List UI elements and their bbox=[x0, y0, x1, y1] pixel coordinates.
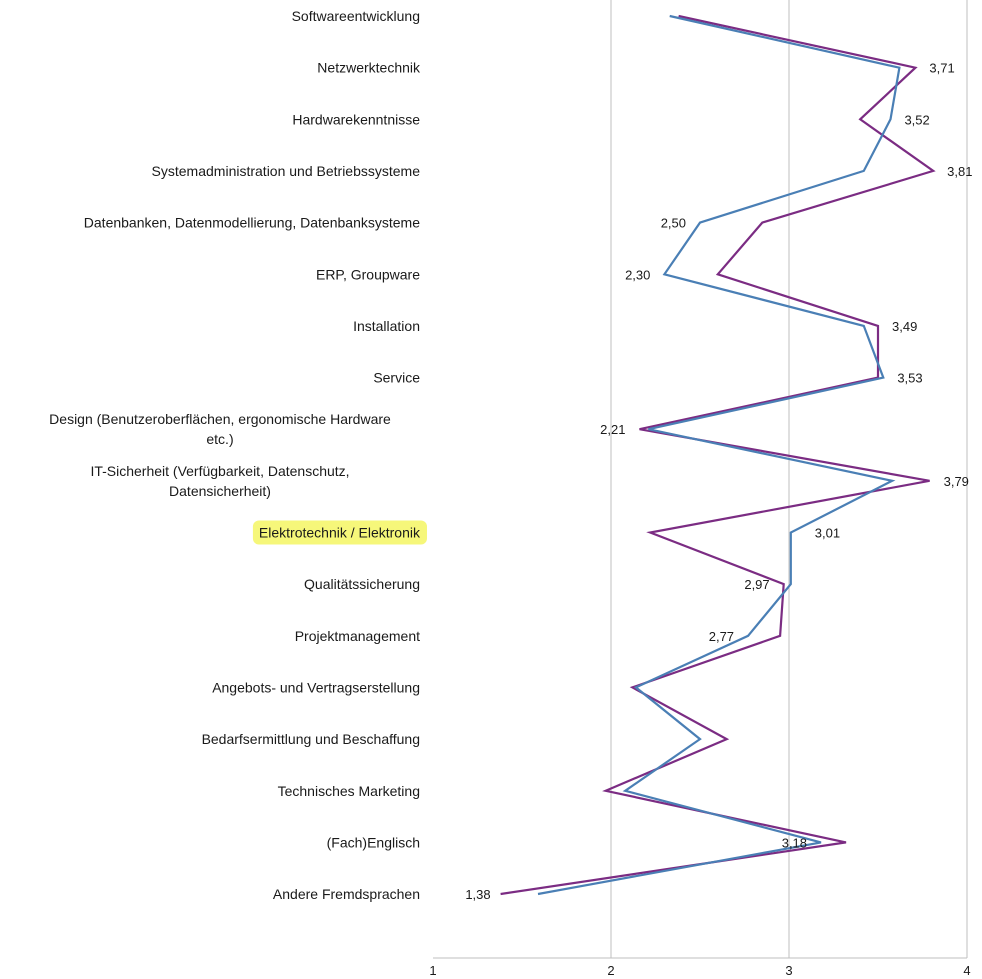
category-label-line: Andere Fremdsprachen bbox=[273, 886, 420, 902]
data-label: 2,77 bbox=[709, 629, 734, 644]
data-label-layer: 3,71 3,52 3,81 2,50 2,30 3,49 3,53 2,21 3,79 3,01… bbox=[465, 61, 972, 902]
category-label-line: Installation bbox=[353, 318, 420, 334]
category-label-line: (Fach)Englisch bbox=[327, 834, 420, 850]
highlight-layer bbox=[252, 520, 427, 545]
data-label: 3,18 bbox=[782, 835, 807, 850]
category-label-line: Qualitätssicherung bbox=[304, 576, 420, 592]
data-label: 2,97 bbox=[744, 577, 769, 592]
category-label: Installation bbox=[353, 318, 420, 334]
category-label: Angebots- und Vertragserstellung bbox=[212, 679, 420, 695]
category-label: Netzwerktechnik bbox=[317, 60, 421, 76]
data-label: 3,49 bbox=[892, 319, 917, 334]
category-label: Softwareentwicklung bbox=[292, 8, 420, 24]
series-line-2 bbox=[537, 14, 901, 896]
data-label: 3,81 bbox=[947, 164, 972, 179]
category-highlight bbox=[252, 520, 427, 545]
category-label-line: Service bbox=[373, 370, 420, 386]
category-label: IT-Sicherheit (Verfügbarkeit, Datenschut… bbox=[90, 463, 349, 499]
category-label: Datenbanken, Datenmodellierung, Datenban… bbox=[84, 215, 420, 231]
x-tick-label-4: 4 bbox=[963, 963, 970, 978]
x-tick-label-3: 3 bbox=[785, 963, 792, 978]
tick-label-layer: 1 2 3 4 bbox=[429, 963, 970, 978]
data-label: 2,50 bbox=[661, 216, 686, 231]
category-label: Hardwarekenntnisse bbox=[292, 111, 420, 127]
category-label-line: Design (Benutzeroberflächen, ergonomisch… bbox=[49, 411, 391, 427]
category-label-line: Netzwerktechnik bbox=[317, 60, 421, 76]
category-label-line: IT-Sicherheit (Verfügbarkeit, Datenschut… bbox=[90, 463, 349, 479]
category-label: Bedarfsermittlung und Beschaffung bbox=[202, 731, 420, 747]
category-label-line: Projektmanagement bbox=[295, 628, 420, 644]
series-line-1 bbox=[500, 14, 936, 896]
data-label: 3,71 bbox=[929, 61, 954, 76]
data-label: 3,53 bbox=[897, 371, 922, 386]
category-label: Projektmanagement bbox=[295, 628, 420, 644]
category-label-line: Bedarfsermittlung und Beschaffung bbox=[202, 731, 420, 747]
grid-layer bbox=[433, 0, 968, 959]
data-label: 3,52 bbox=[904, 112, 929, 127]
series-layer bbox=[500, 14, 936, 896]
category-label: Technisches Marketing bbox=[278, 783, 420, 799]
category-label-line: Datensicherheit) bbox=[169, 483, 271, 499]
category-label: ERP, Groupware bbox=[316, 266, 420, 282]
category-label-layer: Softwareentwicklung Netzwerktechnik Hardwa… bbox=[49, 8, 421, 902]
category-label: Andere Fremdsprachen bbox=[273, 886, 420, 902]
category-label-line: Angebots- und Vertragserstellung bbox=[212, 679, 420, 695]
category-label: Service bbox=[373, 370, 420, 386]
category-label-line: ERP, Groupware bbox=[316, 266, 420, 282]
category-label: (Fach)Englisch bbox=[327, 834, 420, 850]
data-label: 3,79 bbox=[944, 474, 969, 489]
category-label: Qualitätssicherung bbox=[304, 576, 420, 592]
category-label: Elektrotechnik / Elektronik bbox=[259, 525, 421, 541]
x-tick-label-1: 1 bbox=[429, 963, 436, 978]
category-label-line: Hardwarekenntnisse bbox=[292, 111, 420, 127]
category-label-line: Datenbanken, Datenmodellierung, Datenban… bbox=[84, 215, 420, 231]
data-label: 2,21 bbox=[600, 422, 625, 437]
data-label: 1,38 bbox=[465, 887, 490, 902]
category-label-line: Systemadministration und Betriebssysteme bbox=[152, 163, 421, 179]
category-label: Design (Benutzeroberflächen, ergonomisch… bbox=[49, 411, 391, 447]
data-label: 2,30 bbox=[625, 267, 650, 282]
category-label: Systemadministration und Betriebssysteme bbox=[152, 163, 421, 179]
category-label-line: Technisches Marketing bbox=[278, 783, 420, 799]
x-tick-label-2: 2 bbox=[607, 963, 614, 978]
data-label: 3,01 bbox=[815, 526, 840, 541]
category-label-line: Softwareentwicklung bbox=[292, 8, 420, 24]
category-label-line: Elektrotechnik / Elektronik bbox=[259, 525, 421, 541]
category-label-line: etc.) bbox=[206, 431, 233, 447]
